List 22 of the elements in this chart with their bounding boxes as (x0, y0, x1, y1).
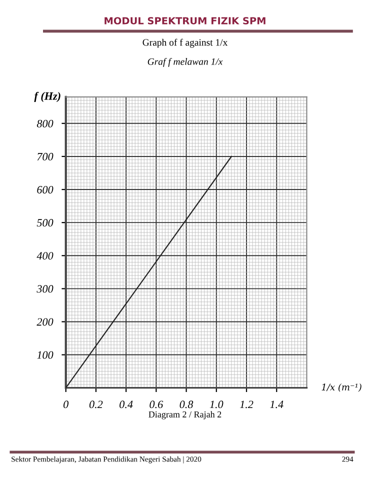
y-tick-label: 700 (37, 152, 54, 160)
x-tick-label: 0.8 (180, 400, 194, 408)
chart-subtitle: Graf f melawan 1/x (148, 58, 223, 67)
text: MODUL SPEKTRUM FIZIK SPM (104, 17, 266, 24)
x-tick-label: 0.4 (120, 400, 133, 408)
x-tick-label: 1.0 (210, 400, 224, 408)
y-tick-label: 200 (36, 318, 54, 326)
y-tick-label: 400 (36, 252, 54, 260)
x-tick-label: 1.2 (240, 400, 254, 408)
y-tick-label: 100 (37, 351, 54, 359)
x-tick-label: 0 (64, 400, 68, 408)
x-tick-label: 0.2 (89, 400, 103, 408)
x-tick-label: 1.4 (270, 400, 284, 408)
y-tick-label: 500 (36, 219, 54, 227)
y-tick-label: 600 (37, 186, 54, 194)
y-axis-title: f (Hz) (34, 92, 60, 102)
x-tick-label: 0.6 (150, 400, 164, 408)
x-axis-title: 1/x (m⁻¹) (322, 383, 362, 392)
text: Diagram 2 / Rajah 2 (148, 411, 222, 420)
chart-title: Graph of f against 1/x (142, 38, 228, 48)
y-tick-label: 800 (36, 120, 54, 128)
y-tick-label: 300 (36, 285, 54, 293)
